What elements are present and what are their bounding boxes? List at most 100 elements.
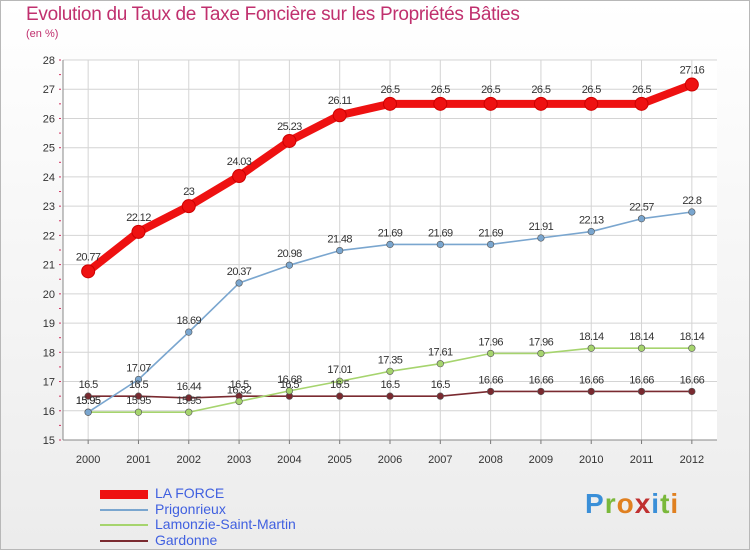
data-point bbox=[134, 392, 143, 400]
data-label: 21.69 bbox=[478, 227, 503, 239]
data-point bbox=[688, 387, 696, 396]
data-label: 22.57 bbox=[629, 202, 654, 214]
data-label: 18.14 bbox=[629, 331, 654, 343]
data-label: 26.5 bbox=[431, 84, 450, 96]
data-label: 26.5 bbox=[380, 84, 399, 96]
data-point bbox=[134, 375, 143, 384]
data-point bbox=[436, 240, 444, 249]
data-point bbox=[386, 367, 394, 375]
data-point bbox=[483, 96, 498, 111]
data-label: 24.03 bbox=[227, 156, 252, 168]
proxiti-logo: Proxiti bbox=[585, 488, 680, 519]
data-point bbox=[433, 96, 448, 111]
data-point bbox=[235, 279, 243, 287]
data-label: 16.5 bbox=[431, 379, 450, 391]
legend-label: Lamonzie-Saint-Martin bbox=[155, 516, 296, 532]
x-tick-label: 2010 bbox=[579, 454, 603, 466]
data-label: 16.68 bbox=[277, 374, 302, 386]
data-point bbox=[684, 77, 699, 92]
grid bbox=[63, 59, 717, 441]
data-point bbox=[386, 240, 394, 249]
data-label: 22.8 bbox=[682, 195, 701, 207]
data-label: 16.5 bbox=[330, 379, 349, 391]
y-tick-label: 24 bbox=[43, 172, 55, 184]
data-point bbox=[688, 344, 696, 352]
data-point bbox=[84, 408, 92, 416]
data-label: 18.14 bbox=[680, 331, 705, 343]
data-label: 22.12 bbox=[126, 212, 151, 224]
data-label: 16.5 bbox=[230, 379, 249, 391]
x-tick-label: 2001 bbox=[126, 454, 150, 466]
data-point bbox=[181, 199, 196, 214]
data-label: 25.23 bbox=[277, 121, 302, 133]
x-tick-label: 2003 bbox=[227, 454, 251, 466]
x-tick-label: 2006 bbox=[378, 454, 402, 466]
data-point bbox=[487, 349, 495, 358]
data-point bbox=[533, 96, 548, 111]
data-label: 20.98 bbox=[277, 248, 302, 260]
legend-item: LA FORCE bbox=[100, 486, 420, 502]
data-label: 26.5 bbox=[582, 84, 601, 96]
data-label: 20.37 bbox=[227, 266, 252, 278]
data-point bbox=[587, 227, 595, 236]
y-tick-label: 26 bbox=[43, 113, 55, 125]
data-label: 21.69 bbox=[428, 227, 453, 239]
data-label: 17.96 bbox=[478, 336, 503, 348]
y-tick-label: 16 bbox=[43, 406, 55, 418]
data-label: 15.95 bbox=[177, 395, 202, 407]
data-point bbox=[235, 397, 243, 406]
data-label: 15.95 bbox=[126, 395, 151, 407]
data-point bbox=[332, 108, 347, 123]
axes: 15 16 17 18 19 20 21 22 23 24 25 26 27 28 2000 2001 2002… bbox=[43, 55, 717, 466]
x-tick-label: 2012 bbox=[680, 454, 704, 466]
data-point bbox=[232, 169, 247, 184]
data-point bbox=[81, 264, 96, 279]
unit-label: (en %) bbox=[26, 28, 59, 40]
data-label: 16.5 bbox=[129, 379, 148, 391]
y-tick-label: 22 bbox=[43, 230, 55, 242]
data-label: 16.44 bbox=[177, 381, 202, 393]
y-tick-label: 25 bbox=[43, 143, 55, 155]
legend-swatch bbox=[100, 539, 148, 542]
data-point bbox=[131, 224, 146, 239]
data-point bbox=[84, 392, 92, 400]
y-tick-label: 21 bbox=[43, 260, 55, 272]
y-tick-label: 23 bbox=[43, 201, 55, 213]
data-label: 17.35 bbox=[378, 354, 403, 366]
data-point bbox=[285, 387, 293, 395]
legend-label: LA FORCE bbox=[155, 485, 225, 501]
data-labels: 20.77 22.12 23 24.03 25.23 26.11 26.5 26.5 26.5 2… bbox=[76, 65, 705, 408]
data-label: 22.13 bbox=[579, 215, 604, 227]
data-label: 26.5 bbox=[481, 84, 500, 96]
legend-swatch bbox=[100, 489, 148, 499]
data-point bbox=[537, 349, 545, 358]
x-tick-label: 2007 bbox=[428, 454, 452, 466]
y-tick-label: 28 bbox=[43, 55, 55, 67]
data-point bbox=[336, 377, 344, 385]
data-point bbox=[336, 246, 344, 255]
data-point bbox=[383, 96, 397, 111]
data-point bbox=[436, 360, 444, 368]
data-point bbox=[637, 344, 646, 352]
data-point bbox=[537, 387, 545, 396]
y-tick-label: 19 bbox=[43, 318, 55, 330]
legend-item: Gardonne bbox=[100, 532, 420, 549]
legend-swatch bbox=[100, 508, 148, 511]
data-point bbox=[386, 392, 394, 400]
x-tick-label: 2008 bbox=[478, 454, 502, 466]
data-point bbox=[185, 394, 193, 402]
data-point bbox=[185, 408, 193, 416]
x-tick-label: 2000 bbox=[76, 454, 100, 466]
data-label: 16.66 bbox=[529, 374, 554, 386]
x-tick-label: 2005 bbox=[327, 454, 351, 466]
data-label: 21.69 bbox=[378, 227, 403, 239]
data-label: 17.07 bbox=[126, 362, 151, 374]
data-label: 18.69 bbox=[177, 315, 202, 327]
data-label: 16.66 bbox=[629, 374, 654, 386]
data-point bbox=[185, 328, 193, 336]
data-label: 21.91 bbox=[529, 221, 554, 233]
data-label: 16.5 bbox=[380, 379, 399, 391]
data-point bbox=[587, 387, 595, 396]
data-label: 16.66 bbox=[579, 374, 604, 386]
y-tick-label: 18 bbox=[43, 347, 55, 359]
